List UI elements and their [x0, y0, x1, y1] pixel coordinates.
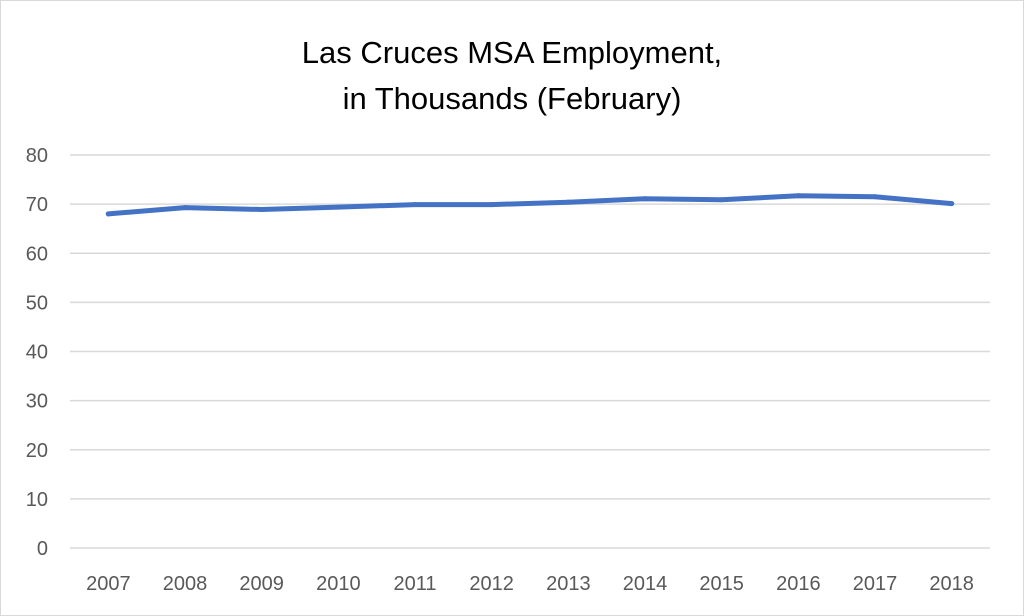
- data-point-2015: [719, 197, 725, 203]
- data-point-2011: [412, 202, 418, 208]
- gridlines: [70, 154, 990, 549]
- data-point-2013: [565, 199, 571, 205]
- y-tick-label: 0: [37, 538, 48, 560]
- series-line: [105, 193, 955, 217]
- x-tick-label: 2017: [853, 573, 898, 595]
- x-tick-label: 2008: [163, 573, 208, 595]
- x-tick-label: 2013: [546, 573, 591, 595]
- x-tick-label: 2016: [776, 573, 821, 595]
- data-point-2009: [259, 207, 265, 213]
- x-axis-tick-labels: 2007 2008 2009 2010 2011 2012 2013 2014 2015 2016…: [86, 573, 974, 595]
- y-axis-tick-labels: 0 10 20 30 40 50 60 70 80: [26, 145, 48, 560]
- y-tick-label: 10: [26, 489, 48, 511]
- y-tick-label: 70: [26, 194, 48, 216]
- x-tick-label: 2015: [699, 573, 744, 595]
- y-tick-label: 30: [26, 391, 48, 413]
- x-tick-label: 2018: [929, 573, 974, 595]
- chart-title: Las Cruces MSA Employment, in Thousands …: [0, 30, 1024, 122]
- data-point-2008: [182, 205, 188, 211]
- data-point-2012: [489, 202, 495, 208]
- series-layer: [105, 193, 955, 217]
- data-point-2007: [105, 211, 111, 217]
- data-point-2018: [949, 201, 955, 207]
- x-tick-label: 2009: [239, 573, 284, 595]
- data-point-2014: [642, 196, 648, 202]
- x-tick-label: 2011: [393, 573, 436, 595]
- x-tick-label: 2014: [623, 573, 668, 595]
- x-tick-label: 2010: [316, 573, 361, 595]
- x-tick-label: 2007: [86, 573, 131, 595]
- chart-title-line-2: in Thousands (February): [342, 81, 682, 116]
- data-point-2017: [872, 194, 878, 200]
- y-tick-label: 40: [26, 342, 48, 364]
- y-tick-label: 50: [26, 292, 48, 314]
- data-point-2016: [795, 193, 801, 199]
- x-tick-label: 2012: [469, 573, 514, 595]
- data-point-2010: [335, 204, 341, 210]
- y-tick-label: 80: [26, 145, 48, 167]
- y-tick-label: 20: [26, 440, 48, 462]
- chart-title-line-1: Las Cruces MSA Employment,: [301, 35, 723, 70]
- y-tick-label: 60: [26, 243, 48, 265]
